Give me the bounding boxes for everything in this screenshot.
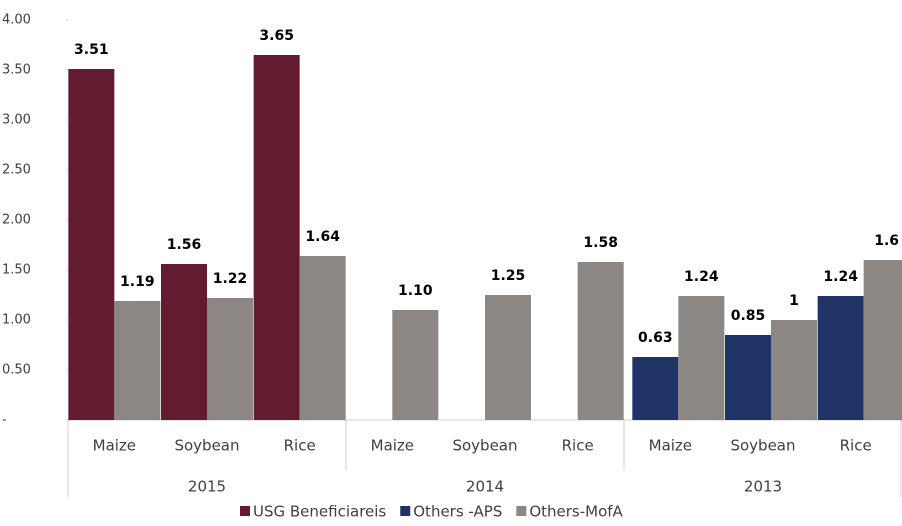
bar: [253, 55, 300, 420]
bar: [299, 256, 346, 420]
bar: [68, 69, 115, 420]
data-label: 1.56: [167, 237, 202, 253]
bar: [678, 296, 725, 420]
legend-swatch: [516, 506, 527, 516]
bar: [817, 296, 864, 420]
data-label: 1.58: [583, 235, 618, 251]
data-label: 0.85: [731, 308, 766, 324]
legend-label: Others-MofA: [529, 503, 623, 521]
bar: [577, 262, 624, 420]
bar: [771, 320, 817, 420]
data-label: 1.64: [305, 229, 340, 245]
y-tick-label: 0.50: [2, 363, 31, 378]
x-tick-label: Maize: [371, 437, 414, 455]
bar: [485, 295, 531, 420]
x-tick-label: Soybean: [730, 437, 795, 455]
bar: [161, 264, 207, 420]
bar: [207, 298, 253, 420]
legend-label: Others -APS: [413, 503, 502, 521]
y-tick-label: 3.50: [2, 63, 31, 78]
group-label: 2014: [466, 478, 504, 496]
y-tick-label: 2.50: [2, 163, 31, 178]
data-label: 1.22: [213, 271, 248, 287]
bar: [392, 310, 439, 420]
y-tick-label: 4.00: [2, 13, 31, 28]
x-tick-label: Maize: [93, 437, 136, 455]
x-tick-label: Maize: [649, 437, 692, 455]
x-tick-label: Rice: [840, 437, 872, 455]
group-label: 2013: [744, 478, 782, 496]
data-label: 3.51: [74, 42, 109, 58]
data-label: 1: [789, 293, 799, 309]
y-tick-label: 1.00: [2, 313, 31, 328]
data-label: 1.24: [684, 269, 719, 285]
legend-swatch: [400, 506, 411, 516]
legend-swatch: [240, 506, 250, 516]
data-label: 1.25: [491, 268, 526, 284]
y-tick-label: 1.50: [2, 263, 31, 278]
bar: [725, 335, 771, 420]
data-label: 0.63: [638, 330, 673, 346]
data-label: 1.24: [823, 269, 858, 285]
data-label: 1.10: [398, 283, 433, 299]
x-tick-label: Rice: [562, 437, 594, 455]
data-label: 1.19: [120, 274, 155, 290]
bar: [863, 260, 902, 420]
bar: [632, 357, 679, 420]
x-tick-label: Soybean: [174, 437, 239, 455]
bar: [114, 301, 161, 420]
data-label: 3.65: [259, 28, 294, 44]
group-label: 2015: [188, 478, 226, 496]
y-tick-label: 2.00: [2, 213, 31, 228]
y-tick-label: -: [2, 413, 7, 428]
y-tick-label: 3.00: [2, 113, 31, 128]
x-tick-label: Soybean: [452, 437, 517, 455]
legend-label: USG Beneficiareis: [253, 503, 386, 521]
x-tick-label: Rice: [284, 437, 316, 455]
data-label: 1.6: [874, 233, 899, 249]
